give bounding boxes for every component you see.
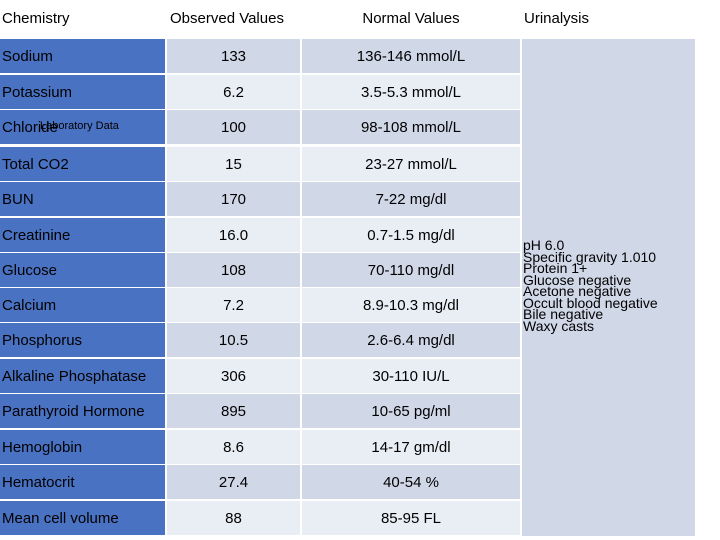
observed-value: 27.4 <box>167 465 300 499</box>
analyte-name: Mean cell volume <box>0 501 165 535</box>
normal-range: 85-95 FL <box>302 501 520 535</box>
analyte-name: BUN <box>0 182 165 216</box>
analyte-name: Alkaline Phosphatase <box>0 359 165 393</box>
normal-range: 0.7-1.5 mg/dl <box>302 218 520 252</box>
observed-value: 10.5 <box>167 323 300 357</box>
analyte-name: Parathyroid Hormone <box>0 394 165 428</box>
observed-value: 88 <box>167 501 300 535</box>
analyte-name: Calcium <box>0 288 165 322</box>
observed-value: 306 <box>167 359 300 393</box>
observed-value: 7.2 <box>167 288 300 322</box>
observed-value: 16.0 <box>167 218 300 252</box>
urinalysis-line: Specific gravity 1.010 <box>523 248 657 265</box>
observed-value: 133 <box>167 39 300 73</box>
normal-range: 30-110 IU/L <box>302 359 520 393</box>
urinalysis-line: Bile negative <box>523 306 604 322</box>
header-urinalysis: Urinalysis <box>522 0 695 37</box>
analyte-name: Glucose <box>0 253 165 287</box>
observed-value: 6.2 <box>167 75 300 109</box>
urinalysis-panel <box>522 39 695 536</box>
urinalysis-results: pH 6.0 Specific gravity 1.010 Protein 1+ Gl… <box>523 237 658 334</box>
observed-value: 108 <box>167 253 300 287</box>
analyte-name: Creatinine <box>0 218 165 252</box>
normal-range: 14-17 gm/dl <box>302 430 520 464</box>
header-normal-values: Normal Values <box>302 0 520 37</box>
normal-range: 8.9-10.3 mg/dl <box>302 288 520 322</box>
urinalysis-line: Protein 1+ <box>523 260 588 276</box>
analyte-name: Phosphorus <box>0 323 165 357</box>
analyte-name: Total CO2 <box>0 147 165 181</box>
observed-value: 170 <box>167 182 300 216</box>
observed-value: 100 <box>167 110 300 144</box>
normal-range: 3.5-5.3 mmol/L <box>302 75 520 109</box>
analyte-name: Hemoglobin <box>0 430 165 464</box>
urinalysis-line: Occult blood negative <box>523 294 658 311</box>
observed-value: 895 <box>167 394 300 428</box>
analyte-name: Hematocrit <box>0 465 165 499</box>
urinalysis-line: Waxy casts <box>523 317 595 334</box>
header-chemistry: Chemistry <box>0 0 165 37</box>
normal-range: 23-27 mmol/L <box>302 147 520 181</box>
analyte-name: Chloride <box>0 110 165 144</box>
laboratory-data-label: Laboratory Data <box>40 120 119 132</box>
observed-value: 8.6 <box>167 430 300 464</box>
header-observed-values: Observed Values <box>167 0 300 37</box>
normal-range: 2.6-6.4 mg/dl <box>302 323 520 357</box>
normal-range: 40-54 % <box>302 465 520 499</box>
observed-value: 15 <box>167 147 300 181</box>
normal-range: 7-22 mg/dl <box>302 182 520 216</box>
normal-range: 70-110 mg/dl <box>302 253 520 287</box>
normal-range: 136-146 mmol/L <box>302 39 520 73</box>
analyte-name: Sodium <box>0 39 165 73</box>
urinalysis-line: Acetone negative <box>523 283 632 299</box>
normal-range: 98-108 mmol/L <box>302 110 520 144</box>
urinalysis-line: pH 6.0 <box>523 237 565 253</box>
urinalysis-line: Glucose negative <box>523 271 632 288</box>
analyte-name: Potassium <box>0 75 165 109</box>
normal-range: 10-65 pg/ml <box>302 394 520 428</box>
